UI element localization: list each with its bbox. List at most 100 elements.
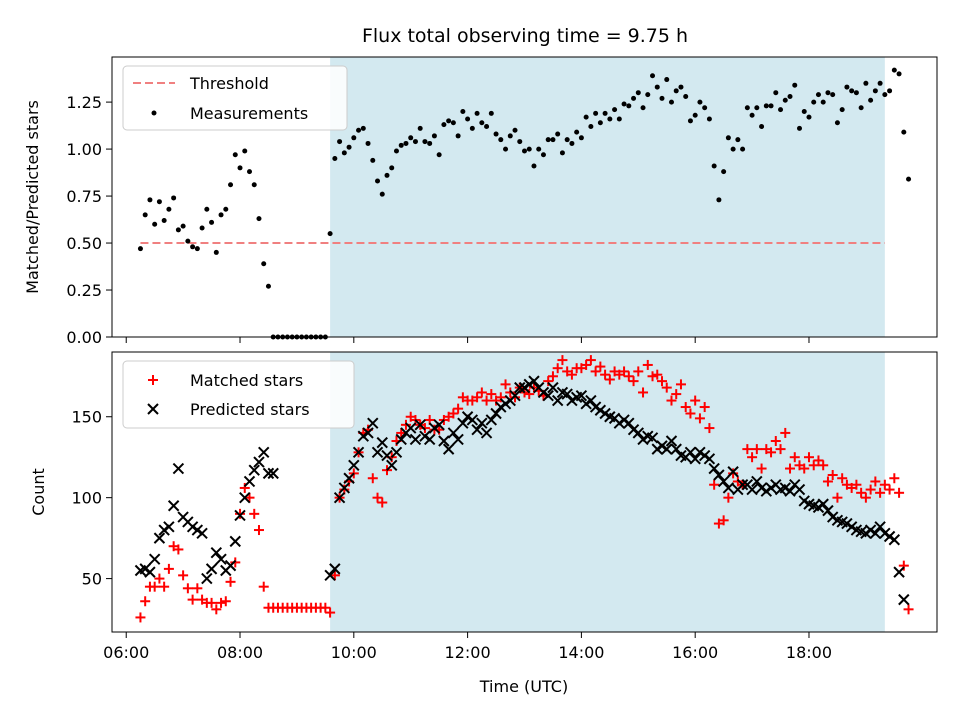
measurement-point xyxy=(744,105,750,111)
matched-star-point xyxy=(837,473,848,484)
predicted-star-point xyxy=(224,559,237,572)
measurement-point xyxy=(431,133,437,139)
measurement-point xyxy=(503,146,509,152)
predicted-star-point xyxy=(196,527,208,539)
matched-star-point xyxy=(728,468,739,479)
y-tick-label: 100 xyxy=(71,489,102,508)
measurement-point xyxy=(346,144,352,150)
bottom-y-axis-label: Count xyxy=(29,468,48,516)
measurement-point xyxy=(522,148,527,154)
measurement-point xyxy=(564,137,570,143)
predicted-star-point xyxy=(229,535,241,548)
predicted-stars-legend-swatch xyxy=(147,403,159,415)
measurement-point xyxy=(180,223,186,229)
measurement-point xyxy=(137,246,143,252)
matched-star-point xyxy=(889,473,900,484)
measurement-point xyxy=(735,137,741,143)
y-tick-label: 0.00 xyxy=(66,328,102,347)
predicted-star-point xyxy=(329,563,341,575)
measurement-point xyxy=(218,212,224,218)
measurement-point xyxy=(692,112,698,118)
measurement-point xyxy=(166,206,172,212)
matched-star-point xyxy=(751,444,762,455)
predicted-star-point xyxy=(167,500,180,512)
measurement-point xyxy=(332,155,338,161)
matched-star-point xyxy=(803,452,814,463)
measurement-point xyxy=(616,116,622,122)
measurement-point xyxy=(190,244,196,250)
matched-star-point xyxy=(225,576,236,587)
matched-star-point xyxy=(557,355,568,366)
predicted-star-point xyxy=(243,475,256,488)
predicted-star-point xyxy=(575,389,588,402)
measurement-point xyxy=(583,114,589,120)
measurement-point xyxy=(702,105,708,111)
matched-star-point xyxy=(154,573,165,584)
matched-star-point xyxy=(481,395,492,406)
bottom-y-ticks: 50 100 150 xyxy=(71,408,112,589)
measurement-point xyxy=(555,131,561,137)
measurement-point xyxy=(773,90,779,96)
measurement-point xyxy=(678,84,684,90)
matched-star-point xyxy=(187,594,198,605)
measurement-point xyxy=(479,120,485,126)
measurement-point xyxy=(156,199,162,205)
predicted-star-point xyxy=(343,472,355,484)
measurement-point xyxy=(417,125,423,131)
measurement-point xyxy=(806,114,812,120)
predicted-star-point xyxy=(352,446,365,459)
top-y-axis-label: Matched/Predicted stars xyxy=(23,100,42,294)
measurement-point xyxy=(659,95,665,101)
predicted-star-point xyxy=(333,491,346,504)
measurement-point xyxy=(578,135,584,141)
predicted-star-point xyxy=(727,466,739,478)
matched-star-point xyxy=(367,473,378,484)
measurement-point xyxy=(725,135,731,141)
measurement-point xyxy=(754,105,760,111)
measurement-point xyxy=(550,137,556,143)
measurement-point xyxy=(811,99,817,105)
predicted-star-point xyxy=(258,446,270,459)
matched-star-point xyxy=(543,376,554,387)
measurement-point xyxy=(540,152,546,158)
measurement-point xyxy=(612,107,618,113)
predicted-star-point xyxy=(395,433,407,446)
predicted-star-point xyxy=(205,563,218,575)
matched-star-point xyxy=(875,487,886,498)
y-tick-label: 0.50 xyxy=(66,234,102,253)
matched-star-point xyxy=(163,563,174,574)
matched-star-point xyxy=(547,371,558,382)
matched-star-point xyxy=(827,470,838,481)
measurement-point xyxy=(711,163,717,169)
matched-star-point xyxy=(808,460,819,471)
measurement-point xyxy=(787,93,793,99)
predicted-star-point xyxy=(144,566,156,578)
predicted-star-point xyxy=(485,414,498,426)
measurement-point xyxy=(721,169,727,175)
matched-star-point xyxy=(813,455,824,466)
matched-star-point xyxy=(879,479,890,490)
matched-star-point xyxy=(325,607,336,618)
measurement-point xyxy=(830,92,836,98)
matched-star-point xyxy=(623,371,634,382)
matched-star-point xyxy=(657,376,667,387)
matched-star-point xyxy=(595,361,606,372)
matched-star-point xyxy=(182,583,193,594)
measurement-point xyxy=(147,197,153,203)
matched-star-point xyxy=(633,366,644,377)
measurement-point xyxy=(526,146,532,152)
bottom-observing-window-shade xyxy=(330,352,885,632)
predicted-star-point xyxy=(409,433,422,446)
predicted-star-point xyxy=(371,446,384,459)
measurement-point xyxy=(398,142,404,148)
predicted-star-point xyxy=(476,417,488,429)
predicted-star-point xyxy=(561,388,573,400)
matched-stars-legend-label: Matched stars xyxy=(190,371,303,390)
predicted-star-point xyxy=(547,381,559,394)
measurement-point xyxy=(261,261,267,267)
predicted-star-point xyxy=(713,469,725,481)
matched-star-point xyxy=(600,369,611,380)
matched-star-point xyxy=(818,460,829,471)
predicted-star-point xyxy=(381,449,393,462)
measurement-point xyxy=(797,125,802,131)
